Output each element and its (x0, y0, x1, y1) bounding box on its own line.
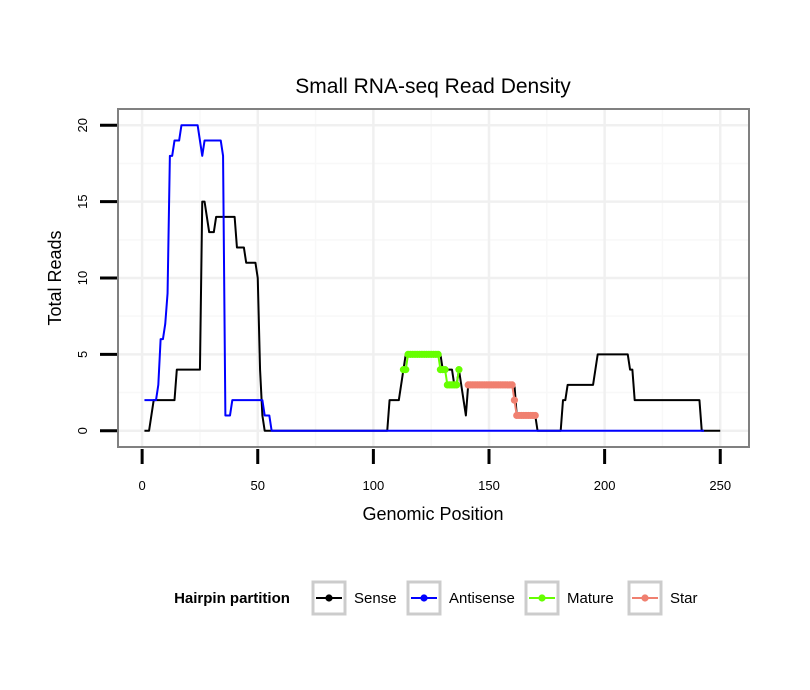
series-layer (144, 124, 721, 432)
series-mature-point (441, 366, 449, 374)
series-sense-line (144, 200, 721, 432)
x-tick-label: 250 (709, 478, 731, 493)
x-tick-label: 100 (363, 478, 385, 493)
x-tick-label: 150 (478, 478, 500, 493)
legend-key-point-sense (325, 594, 333, 602)
series-mature-point (453, 381, 461, 389)
series-mature-point (455, 366, 463, 374)
series-mature-point (434, 350, 442, 358)
y-tick-label: 0 (75, 427, 90, 434)
x-tick-label: 0 (139, 478, 146, 493)
legend-label-sense: Sense (354, 590, 397, 607)
legend-key-point-star (641, 594, 649, 602)
legend-key-point-antisense (420, 594, 428, 602)
x-tick-label: 200 (594, 478, 616, 493)
legend: Hairpin partition Sense Antisense Mature St… (174, 580, 698, 616)
series-mature-point (402, 366, 410, 374)
y-tick-label: 10 (75, 271, 90, 285)
series-star-point (510, 396, 519, 404)
chart-title: Small RNA-seq Read Density (295, 75, 571, 98)
series-star-point (508, 381, 516, 389)
legend-label-antisense: Antisense (449, 590, 515, 607)
legend-title: Hairpin partition (174, 590, 290, 607)
series-star-point (531, 411, 539, 420)
x-axis-label: Genomic Position (362, 504, 503, 524)
y-tick-label: 15 (75, 194, 90, 208)
axes: 0 50 100 150 200 250 0 5 10 15 20 (75, 118, 731, 493)
series-antisense-line (144, 124, 705, 432)
y-axis-label: Total Reads (45, 230, 65, 325)
y-tick-label: 5 (75, 351, 90, 358)
legend-key-point-mature (538, 594, 546, 602)
x-tick-label: 50 (251, 478, 265, 493)
legend-label-mature: Mature (567, 590, 614, 607)
legend-label-star: Star (670, 590, 698, 607)
y-tick-label: 20 (75, 118, 90, 132)
